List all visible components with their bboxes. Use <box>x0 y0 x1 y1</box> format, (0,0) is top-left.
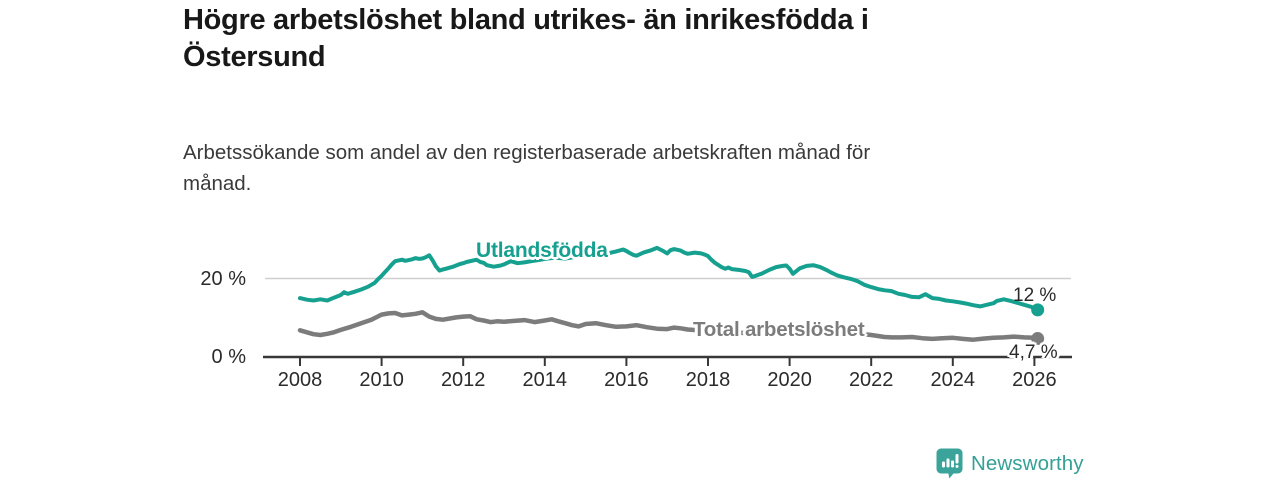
x-tick-label: 2016 <box>604 369 649 391</box>
x-tick-label: 2020 <box>767 369 812 391</box>
y-axis-tick-20: 20 % <box>200 268 246 290</box>
x-tick-label: 2010 <box>359 369 404 391</box>
series-label-utlandsfodda: Utlandsfödda <box>476 239 608 262</box>
newsworthy-logo-icon <box>936 448 963 479</box>
series-end-dot-total <box>1031 332 1045 346</box>
end-value-total: 4,7 % <box>1009 342 1058 363</box>
page-title: Högre arbetslöshet bland utrikes- än inr… <box>183 2 1103 76</box>
y-axis-tick-0: 0 % <box>211 346 246 368</box>
title-line-2: Östersund <box>183 41 326 73</box>
series-line-total <box>297 310 1040 342</box>
chart-subtitle: Arbetssökande som andel av den registerb… <box>183 137 1043 199</box>
newsworthy-logo-text: Newsworthy <box>971 451 1084 475</box>
x-tick-label: 2022 <box>848 369 894 391</box>
x-tick-label: 2008 <box>277 369 323 391</box>
subtitle-line-2: månad. <box>183 172 252 195</box>
series-line-utlandsfodda <box>298 245 1040 312</box>
series-end-dot-utlandsfodda <box>1031 303 1045 317</box>
title-line-1: Högre arbetslöshet bland utrikes- än inr… <box>183 4 869 36</box>
x-tick-label: 2012 <box>440 369 486 391</box>
x-tick-label: 2026 <box>1012 369 1057 391</box>
subtitle-line-1: Arbetssökande som andel av den registerb… <box>183 141 871 164</box>
x-tick-label: 2014 <box>522 369 568 391</box>
x-tick-label: 2018 <box>685 369 731 391</box>
end-value-utlandsfodda: 12 % <box>1013 285 1057 306</box>
newsworthy-logo[interactable]: Newsworthy <box>936 448 1084 479</box>
series-label-total: Total arbetslöshet <box>693 318 865 341</box>
x-tick-label: 2024 <box>930 369 976 391</box>
